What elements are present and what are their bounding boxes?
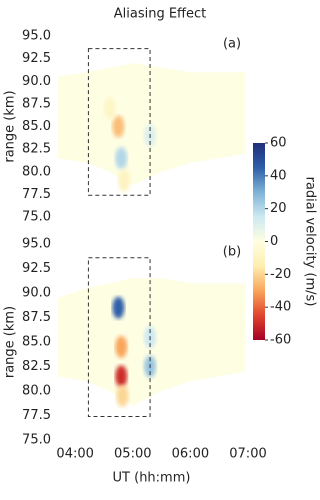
y-tick-label: 77.5 xyxy=(22,408,51,423)
y-tick-label: 87.5 xyxy=(22,96,51,111)
panel-label: (a) xyxy=(223,37,241,52)
velocity-cell xyxy=(115,365,128,388)
y-tick-label: 95.0 xyxy=(22,29,51,44)
colorbar xyxy=(253,143,265,340)
velocity-cell xyxy=(115,335,128,358)
colorbar-tick-label: 60 xyxy=(270,136,287,151)
x-tick-label: 04:00 xyxy=(56,447,93,462)
colorbar-label: radial velocity (m/s) xyxy=(303,177,318,307)
colorbar-tick-label: -20 xyxy=(270,267,291,282)
colorbar-tick-label: 40 xyxy=(270,168,287,183)
velocity-cell xyxy=(118,169,131,192)
y-axis-label: range (km) xyxy=(3,306,18,378)
y-tick-label: 75.0 xyxy=(22,210,51,225)
x-tick-label: 06:00 xyxy=(172,447,209,462)
colorbar-tick-label: 20 xyxy=(270,201,287,216)
colorbar-tick-label: -60 xyxy=(270,333,291,348)
coverage-area xyxy=(57,63,246,186)
x-axis-label: UT (hh:mm) xyxy=(113,471,191,486)
y-tick-label: 80.0 xyxy=(22,384,51,399)
x-tick-label: 05:00 xyxy=(114,447,151,462)
plot-area xyxy=(57,63,246,192)
colorbar-tick-label: -40 xyxy=(270,300,291,315)
panel-label: (b) xyxy=(223,245,241,260)
y-tick-label: 87.5 xyxy=(22,310,51,325)
y-tick-label: 85.0 xyxy=(22,335,51,350)
y-tick-label: 80.0 xyxy=(22,164,51,179)
velocity-cell xyxy=(112,296,125,319)
y-tick-label: 85.0 xyxy=(22,119,51,134)
y-tick-label: 92.5 xyxy=(22,261,51,276)
y-tick-label: 90.0 xyxy=(22,74,51,89)
plot-area xyxy=(57,278,246,407)
velocity-cell xyxy=(116,384,129,407)
y-tick-label: 75.0 xyxy=(22,433,51,448)
colorbar-tick-label: 0 xyxy=(270,234,278,249)
y-tick-label: 77.5 xyxy=(22,187,51,202)
highlight-box xyxy=(87,257,151,417)
y-tick-label: 90.0 xyxy=(22,286,51,301)
velocity-cell xyxy=(112,115,125,138)
velocity-cell xyxy=(103,97,116,120)
y-tick-label: 95.0 xyxy=(22,237,51,252)
x-tick-label: 07:00 xyxy=(229,447,266,462)
y-tick-label: 82.5 xyxy=(22,359,51,374)
y-tick-label: 92.5 xyxy=(22,51,51,66)
highlight-box xyxy=(87,48,151,196)
velocity-cell xyxy=(115,147,128,170)
y-tick-label: 82.5 xyxy=(22,142,51,157)
y-axis-label: range (km) xyxy=(3,90,18,162)
chart-title: Aliasing Effect xyxy=(114,7,207,22)
